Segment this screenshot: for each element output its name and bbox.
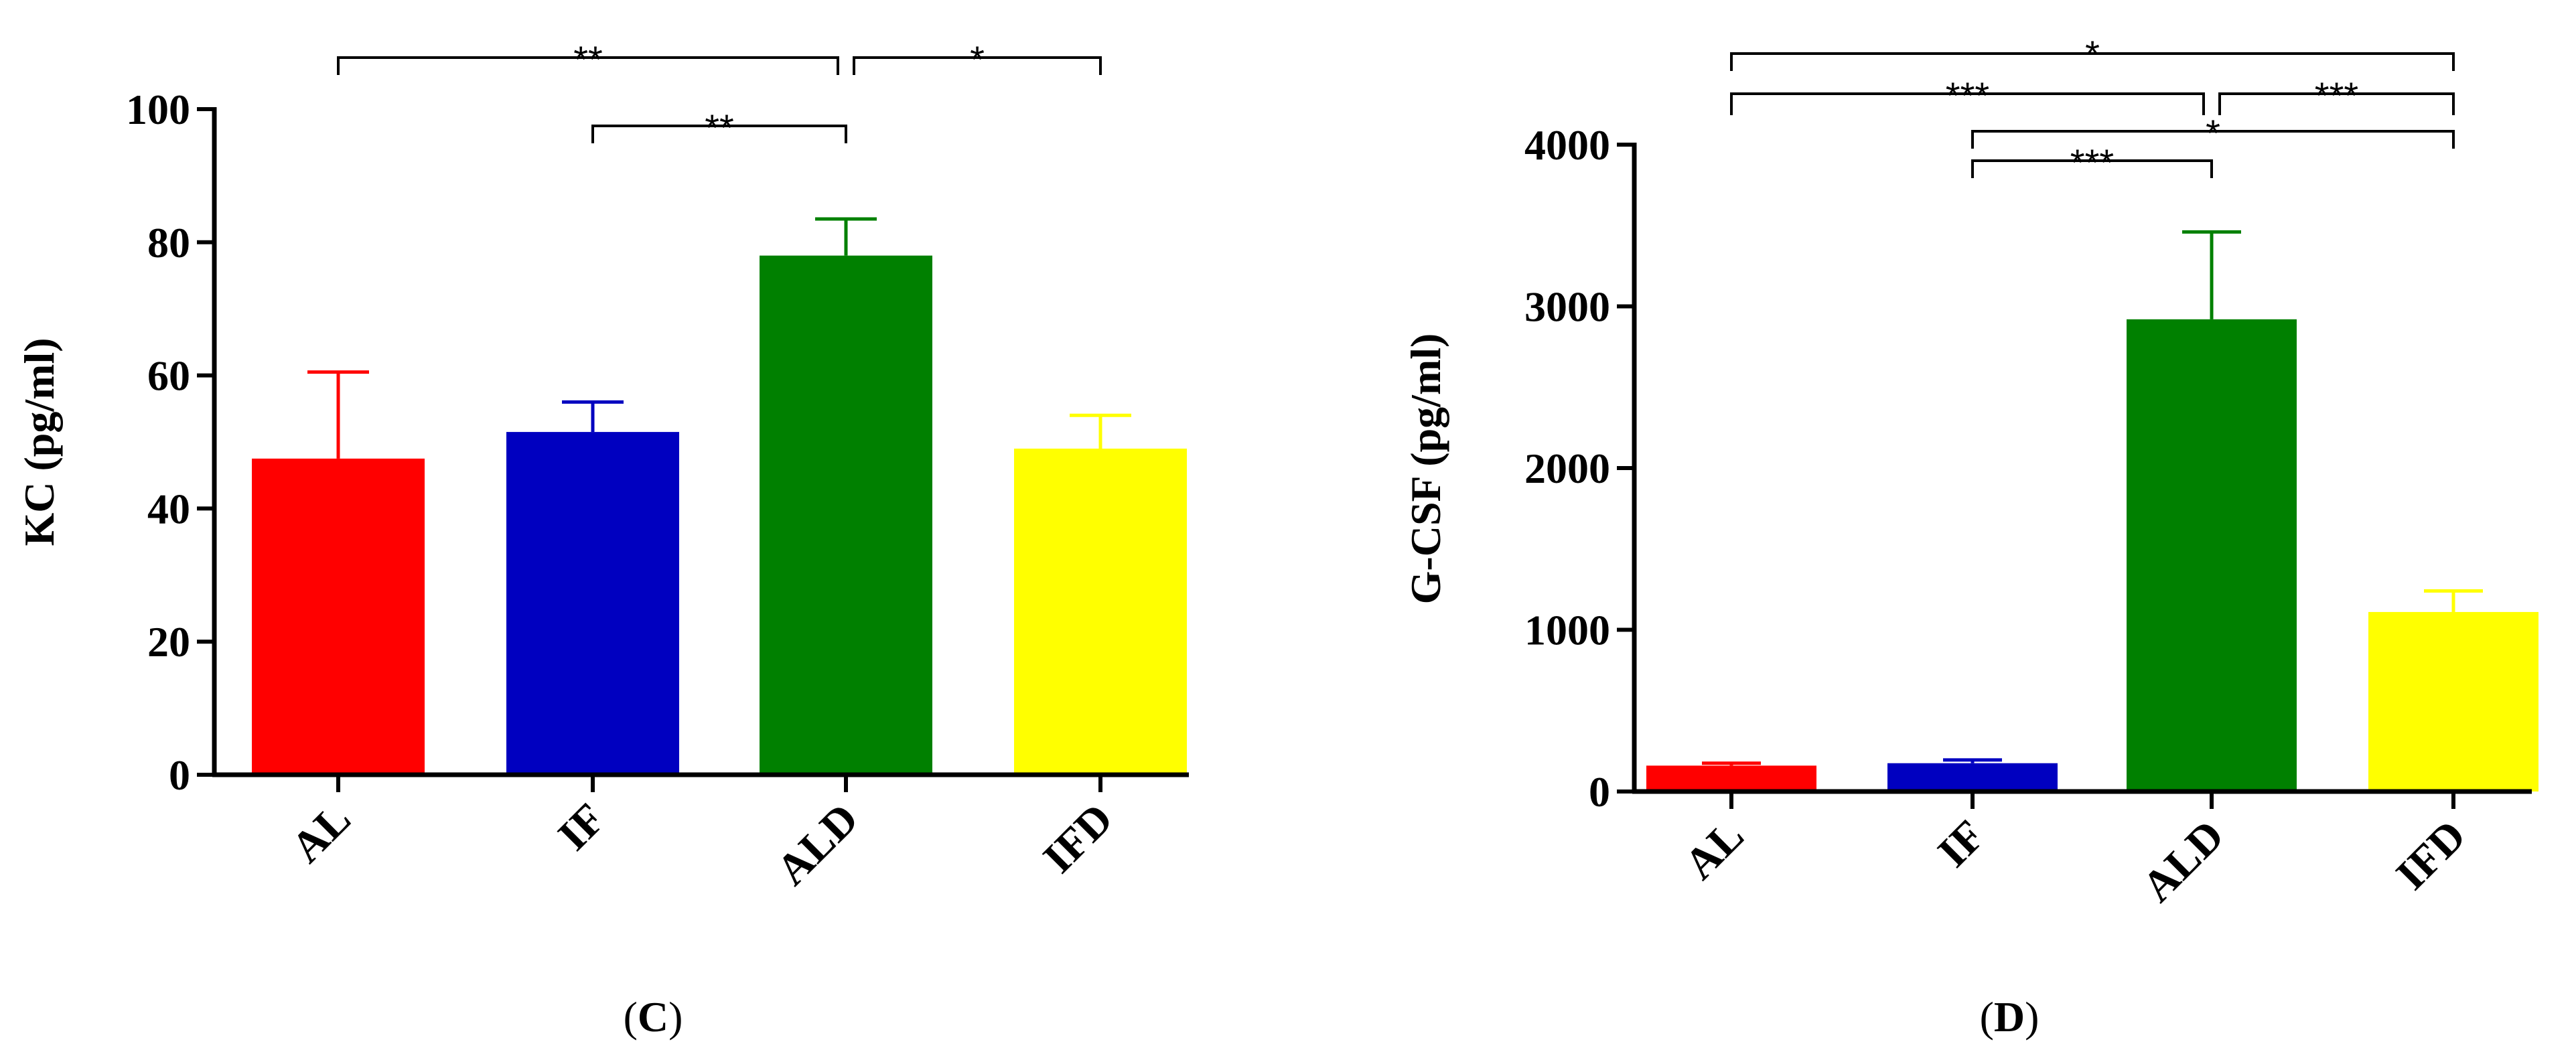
x-category-label-ifd: IFD [1034,794,1123,883]
bar-ald [760,255,932,775]
y-axis-title: KC (pg/ml) [15,337,63,546]
x-category-label-ifd: IFD [2387,811,2476,899]
panel-label: (C) [624,993,683,1041]
chart-panel-d: 0 1000 2000 3000 4000 AL IF ALD IFD G-CSF (pg/ml)… [1402,33,2538,1041]
panel-label-close: ) [2025,993,2039,1041]
y-tick-label: 60 [147,352,190,400]
bar-al [252,458,425,775]
x-category-label-ald: ALD [767,794,867,895]
bar-if [1887,763,2058,791]
bar-ifd [1014,448,1187,775]
panel-label-letter: C [638,993,668,1041]
y-tick-label: 80 [147,219,190,267]
significance-bracket [337,56,839,75]
significance-bracket [1971,130,2455,149]
y-tick-label: 1000 [1524,607,1610,654]
significance-label: * [2206,112,2220,154]
panel-label-close: ) [668,993,683,1041]
significance-bracket [1730,52,2455,71]
y-tick-label: 40 [147,485,190,532]
x-category-label-al: AL [282,794,360,872]
y-axis-title: G-CSF (pg/ml) [1402,333,1449,605]
panel-label-open: ( [1980,993,1994,1041]
y-tick-label: 3000 [1524,283,1610,331]
x-category-label-ald: ALD [2133,811,2233,911]
significance-label: *** [2315,74,2358,117]
bar-ald [2127,319,2297,791]
y-tick-label: 0 [1589,768,1610,816]
y-tick-label: 0 [169,751,190,799]
bar-al [1646,765,1816,791]
significance-label: ** [573,38,603,80]
bar-ifd [2368,611,2538,791]
significance-label: *** [2070,141,2114,183]
y-tick-label: 20 [147,618,190,666]
significance-bracket [1971,159,2213,178]
significance-label: ** [705,106,734,149]
significance-label: * [970,38,985,80]
significance-bracket [591,125,847,143]
x-category-label-if: IF [1928,811,1994,877]
significance-bracket [853,56,1102,75]
panel-label: (D) [1980,993,2040,1041]
significance-label: * [2085,33,2100,75]
significance-label: *** [1946,74,1989,117]
y-tick-label: 100 [126,86,190,133]
significance-bracket [1730,92,2205,115]
y-tick-label: 4000 [1524,121,1610,169]
x-category-label-al: AL [1675,811,1753,889]
bar-if [506,432,679,775]
y-tick-label: 2000 [1524,445,1610,492]
panel-label-letter: D [1994,993,2025,1041]
panel-label-open: ( [624,993,638,1041]
significance-bracket [2218,92,2455,115]
x-category-label-if: IF [549,794,614,860]
